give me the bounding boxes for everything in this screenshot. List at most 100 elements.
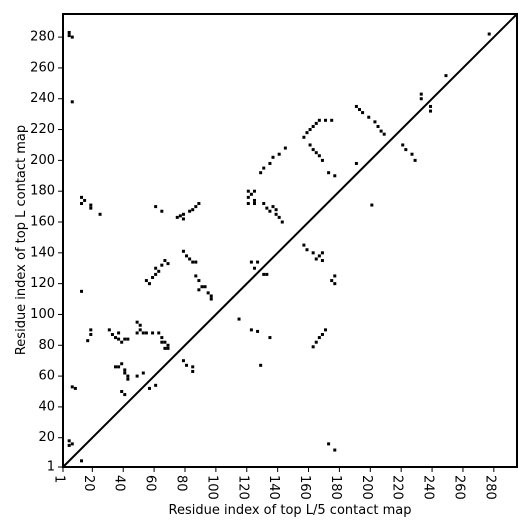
contact-point (89, 206, 93, 210)
contact-point (144, 331, 148, 335)
contact-point (256, 329, 260, 333)
contact-point (151, 275, 155, 279)
contact-point (160, 340, 164, 344)
y-tick-label: 80 (38, 338, 55, 353)
contact-point (80, 459, 84, 463)
contact-point (314, 121, 318, 125)
y-tick-label: 240 (30, 91, 55, 106)
contact-point (191, 365, 195, 369)
contact-point (154, 266, 158, 270)
contact-point (83, 198, 87, 202)
x-tick-label: 100 (204, 475, 219, 500)
contact-point (151, 331, 155, 335)
contact-point (181, 217, 185, 221)
contact-point (302, 243, 306, 247)
contact-point (354, 161, 358, 165)
contact-point (413, 158, 417, 162)
contact-point (154, 205, 158, 209)
contact-point (268, 161, 272, 165)
contact-point (141, 331, 145, 335)
contact-point (126, 377, 130, 381)
contact-point (181, 359, 185, 363)
contact-point (209, 294, 213, 298)
contact-point (373, 120, 377, 124)
y-axis-label: Residue index of top L contact map (14, 125, 29, 355)
contact-point (376, 124, 380, 128)
contact-point (367, 115, 371, 119)
contact-point (320, 251, 324, 255)
contact-point (317, 154, 321, 158)
contact-point (154, 383, 158, 387)
contact-point (252, 198, 256, 202)
contact-point (317, 336, 321, 340)
contact-point (274, 212, 278, 216)
x-tick-label: 140 (266, 475, 281, 500)
x-tick-label: 280 (482, 475, 497, 500)
contact-point (114, 336, 118, 340)
contact-point (89, 203, 93, 207)
contact-point (246, 195, 250, 199)
contact-point (163, 340, 167, 344)
contact-point (268, 209, 272, 213)
contact-point (123, 368, 127, 372)
contact-point (141, 371, 145, 375)
contact-point (410, 152, 414, 156)
contact-point (429, 109, 433, 113)
contact-point (317, 254, 321, 258)
contact-point (256, 260, 260, 264)
x-tick-label: 60 (143, 475, 158, 492)
contact-point (206, 291, 210, 295)
contact-point (419, 92, 423, 96)
contact-point (166, 343, 170, 347)
contact-point (185, 254, 189, 258)
contact-point (120, 362, 124, 366)
contact-point (280, 220, 284, 224)
contact-point (324, 118, 328, 122)
contact-point (333, 448, 337, 452)
contact-point (166, 346, 170, 350)
contact-point (401, 143, 405, 147)
contact-point (308, 128, 312, 132)
contact-point (160, 336, 164, 340)
contact-point (382, 132, 386, 136)
contact-point (311, 345, 315, 349)
contact-point (354, 104, 358, 108)
contact-point (252, 266, 256, 270)
contact-point (262, 202, 266, 206)
contact-point (277, 215, 281, 219)
contact-point (70, 35, 74, 39)
x-tick-label: 120 (235, 475, 250, 500)
contact-point (314, 151, 318, 155)
contact-point (154, 272, 158, 276)
contact-point (86, 339, 90, 343)
contact-point (123, 371, 127, 375)
contact-point (185, 363, 189, 367)
contact-point (283, 146, 287, 150)
contact-point (305, 131, 309, 135)
x-tick-label: 180 (328, 475, 343, 500)
contact-point (317, 118, 321, 122)
x-tick-label: 20 (81, 475, 96, 492)
contact-point (80, 289, 84, 293)
contact-point (160, 263, 164, 267)
contact-point (80, 195, 84, 199)
contact-point (237, 317, 241, 321)
y-tick-label: 160 (30, 215, 55, 230)
contact-point (274, 208, 278, 212)
contact-point (249, 328, 253, 332)
diagonal (62, 13, 518, 468)
contact-point (67, 30, 71, 34)
contact-point (191, 208, 195, 212)
contact-point (308, 143, 312, 147)
contact-point (70, 442, 74, 446)
contact-point (147, 282, 151, 286)
contact-point (197, 288, 201, 292)
contact-point (120, 340, 124, 344)
contact-point (110, 332, 114, 336)
ticks: 1 20 40 60 80 100 120 140 160 180 200 220 240 260 2801… (30, 30, 497, 500)
contact-point (265, 272, 269, 276)
contact-point (70, 385, 74, 389)
contact-point (333, 274, 337, 278)
contact-point (114, 365, 118, 369)
contact-point (311, 251, 315, 255)
